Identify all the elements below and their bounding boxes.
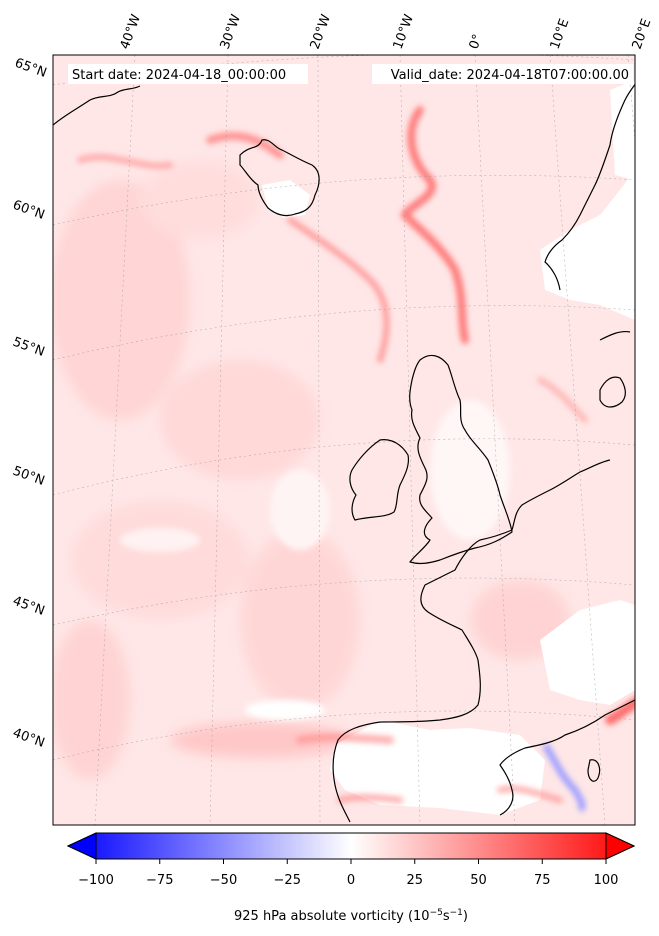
lon-label-40w: 40°W (118, 12, 144, 51)
lon-label-0: 0° (467, 32, 486, 51)
lat-label-60n: 60°N (11, 198, 47, 223)
colorbar-max-extend (605, 832, 636, 860)
colorbar-tick-label: 0 (347, 873, 355, 888)
colorbar: −100 −75 −50 −25 0 25 50 75 100 925 hPa absolute… (66, 832, 636, 924)
valid-date-label: Valid_date: 2024-04-18T07:00:00.00 (391, 68, 629, 83)
colorbar-tick-label: −50 (210, 873, 237, 888)
start-date-bg (68, 64, 308, 84)
lat-label-45n: 45°N (11, 594, 47, 619)
lon-label-20e: 20°E (630, 17, 655, 52)
vorticity-field (53, 55, 635, 825)
colorbar-tick-label: −25 (274, 873, 301, 888)
colorbar-ticks: −100 −75 −50 −25 0 25 50 75 100 (78, 859, 618, 888)
colorbar-tick-label: 75 (534, 873, 551, 888)
colorbar-tick-label: 100 (594, 873, 619, 888)
colorbar-body (66, 832, 636, 860)
lat-label-65n: 65°N (13, 56, 49, 81)
colorbar-min-extend (66, 832, 97, 860)
lon-label-10e: 10°E (548, 17, 573, 52)
start-date-label: Start date: 2024-04-18_00:00:00 (72, 68, 286, 83)
lon-label-30w: 30°W (218, 12, 244, 51)
colorbar-tick-label: −75 (146, 873, 173, 888)
map-frame (52, 54, 636, 826)
lon-label-10w: 10°W (391, 12, 417, 51)
colorbar-tick-label: 50 (470, 873, 487, 888)
valid-date-bg (372, 64, 633, 84)
coastlines (53, 83, 635, 823)
colorbar-label: 925 hPa absolute vorticity (10−5s−1) (234, 908, 468, 924)
lon-label-20w: 20°W (308, 12, 334, 51)
lat-label-50n: 50°N (11, 464, 47, 489)
lat-label-40n: 40°N (11, 726, 47, 751)
colorbar-tick-label: 25 (406, 873, 423, 888)
lat-label-55n: 55°N (11, 335, 47, 360)
colorbar-tick-label: −100 (78, 873, 114, 888)
